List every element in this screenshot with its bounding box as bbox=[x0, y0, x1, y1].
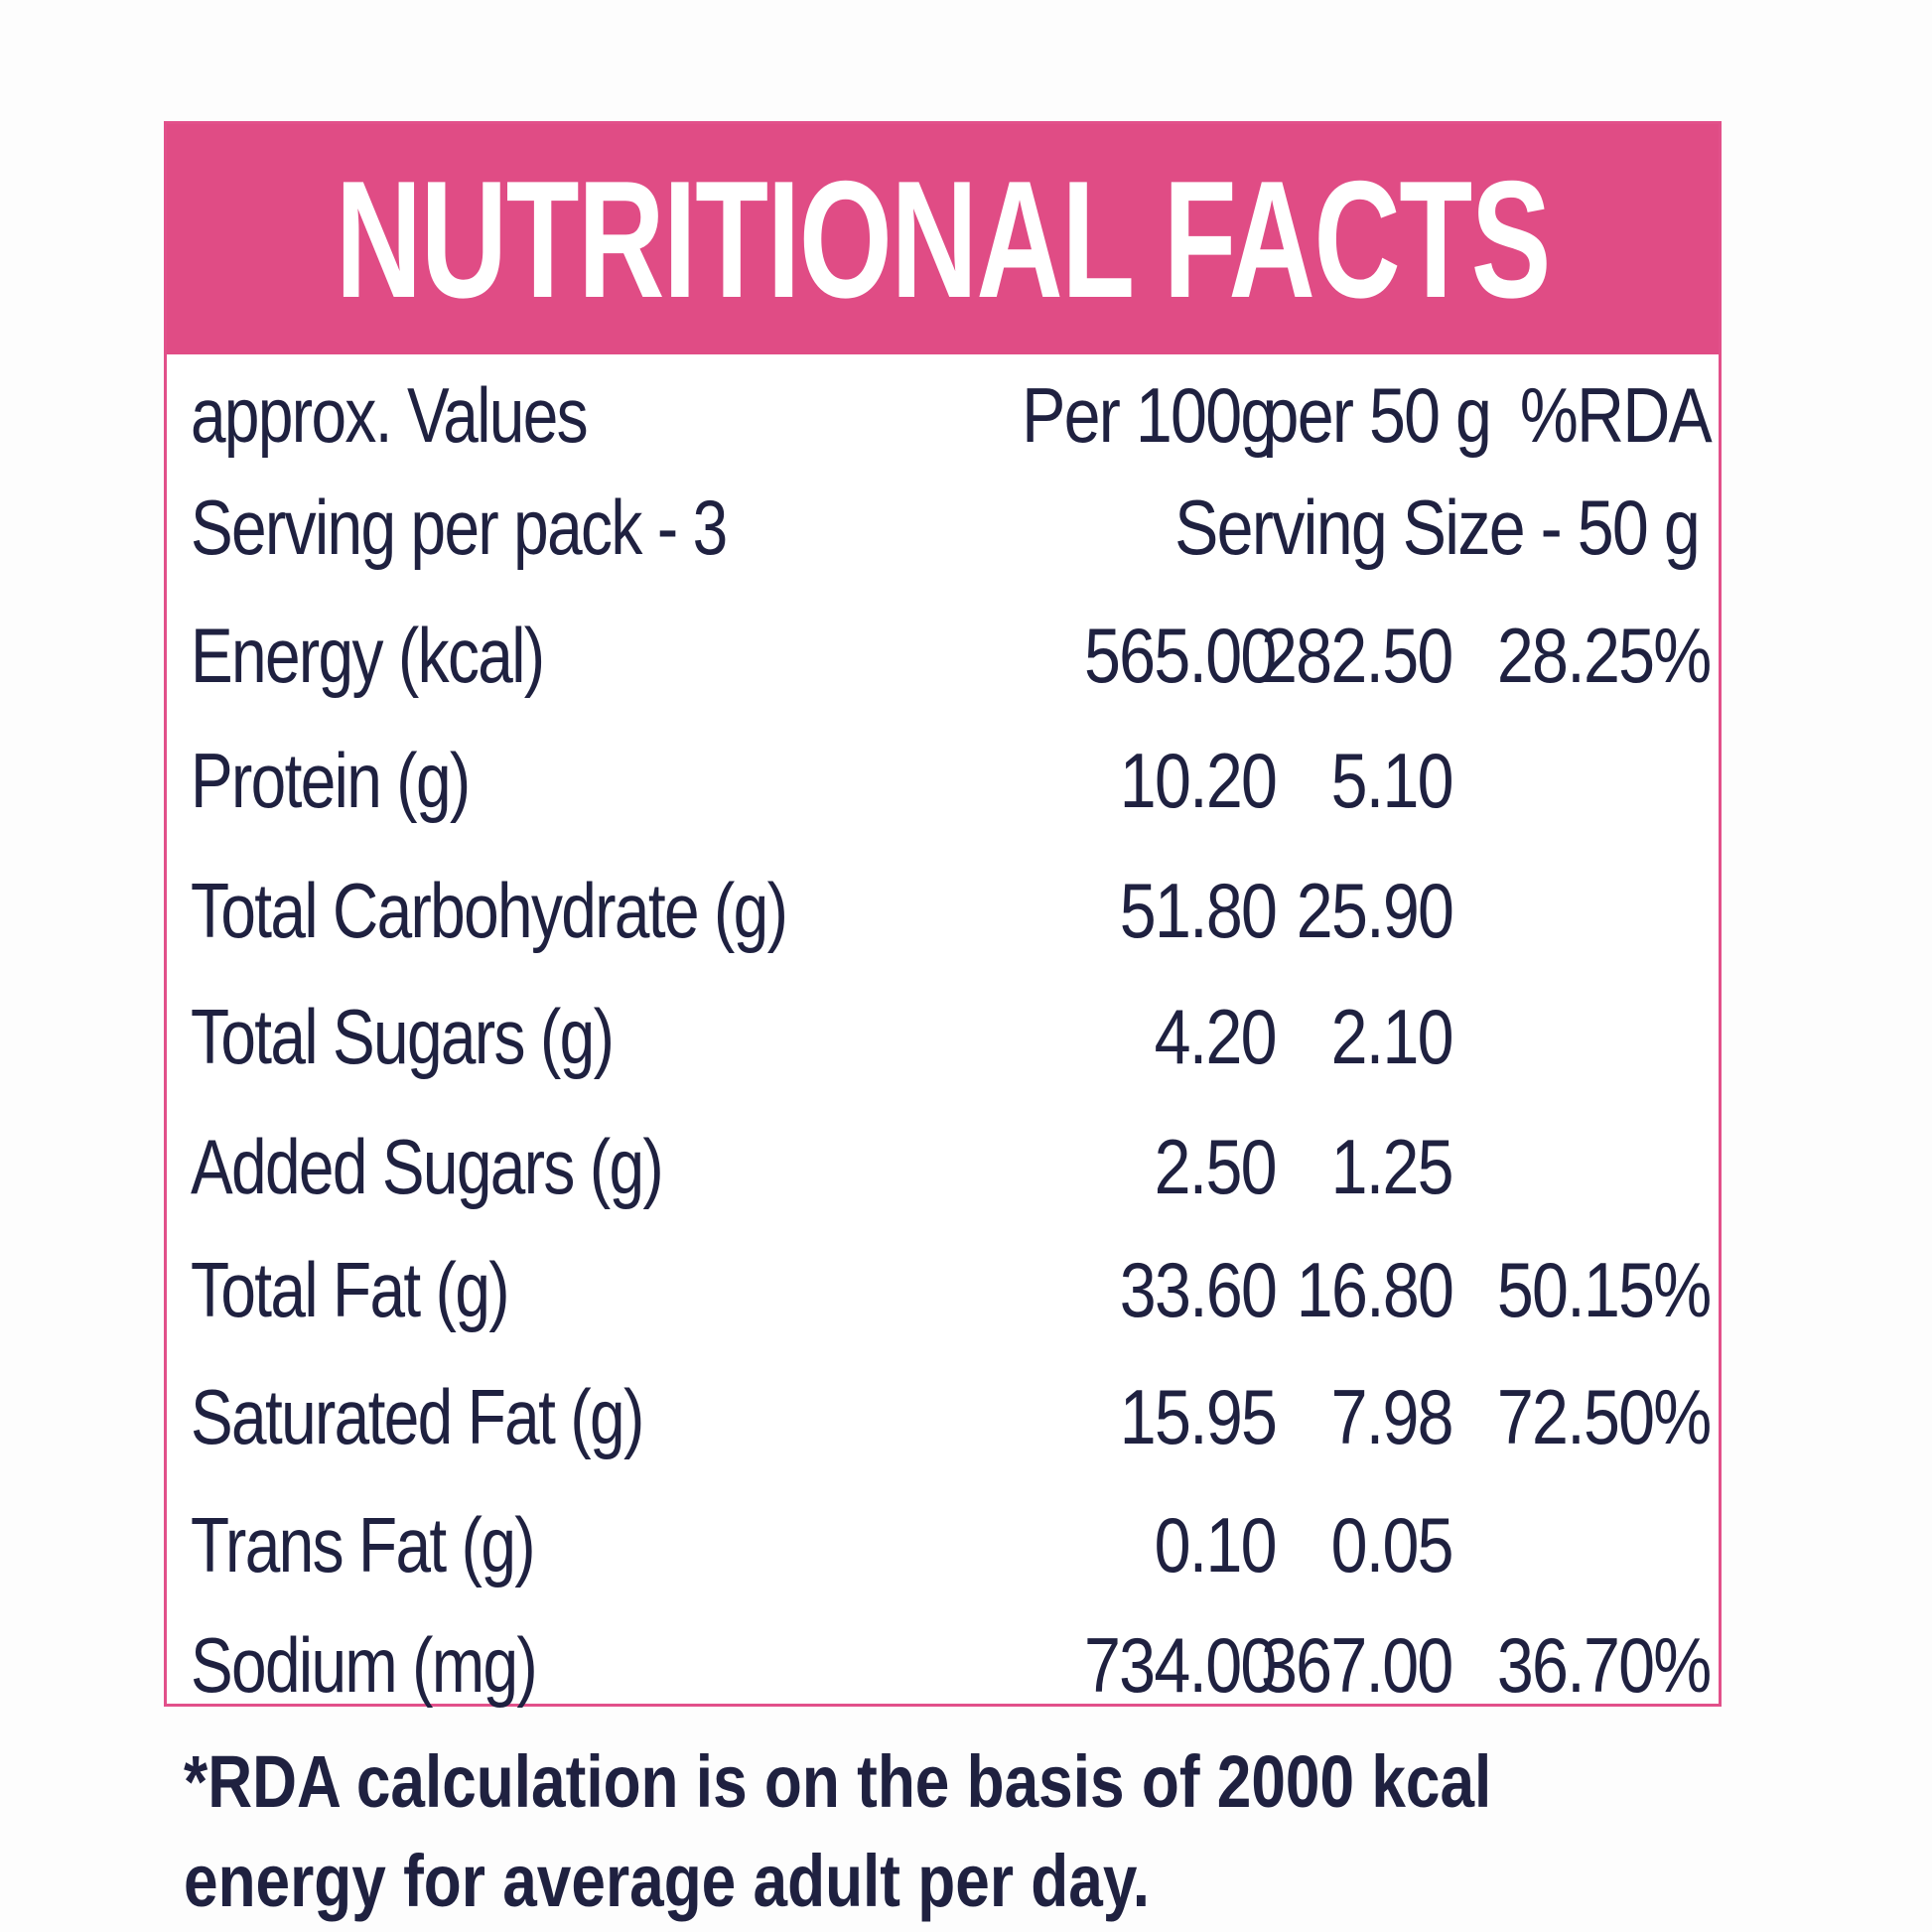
nutrient-per100: 51.80 bbox=[1119, 867, 1278, 954]
nutrient-name: Energy (kcal) bbox=[191, 612, 545, 699]
column-header-row: approx. Values Per 100g per 50 g %RDA bbox=[167, 355, 1719, 475]
nutrient-per50: 7.98 bbox=[1330, 1373, 1454, 1460]
nutrition-facts-panel: NUTRITIONAL FACTS approx. Values Per 100… bbox=[164, 121, 1722, 1709]
nutrient-row: Saturated Fat (g) 15.95 7.98 72.50% bbox=[167, 1357, 1719, 1476]
nutrient-row: Trans Fat (g) 0.10 0.05 bbox=[167, 1485, 1719, 1604]
nutrient-per50: 25.90 bbox=[1296, 867, 1454, 954]
column-header-per100: Per 100g bbox=[1022, 371, 1278, 459]
nutrient-row: Sodium (mg) 734.00 367.00 36.70% bbox=[167, 1605, 1719, 1725]
nutrient-name: Total Fat (g) bbox=[191, 1246, 510, 1333]
nutrient-name: Added Sugars (g) bbox=[191, 1123, 664, 1210]
rda-footnote: *RDA calculation is on the basis of 2000… bbox=[184, 1740, 1492, 1922]
servings-per-pack: Serving per pack - 3 bbox=[191, 483, 728, 571]
nutrient-per100: 2.50 bbox=[1154, 1123, 1278, 1210]
nutrient-per100: 33.60 bbox=[1119, 1246, 1278, 1333]
nutrient-per100: 4.20 bbox=[1154, 993, 1278, 1080]
nutrient-per50: 16.80 bbox=[1296, 1246, 1454, 1333]
nutrient-row: Total Sugars (g) 4.20 2.10 bbox=[167, 977, 1719, 1096]
nutrient-name: Trans Fat (g) bbox=[191, 1501, 536, 1588]
nutrient-per50: 0.05 bbox=[1330, 1501, 1454, 1588]
panel-title: NUTRITIONAL FACTS bbox=[335, 146, 1552, 333]
column-header-rda: %RDA bbox=[1519, 371, 1713, 459]
nutrient-name: Protein (g) bbox=[191, 737, 471, 824]
nutrient-name: Total Carbohydrate (g) bbox=[191, 867, 788, 954]
nutrient-per50: 5.10 bbox=[1330, 737, 1454, 824]
nutrient-row: Energy (kcal) 565.00 282.50 28.25% bbox=[167, 596, 1719, 715]
column-header-label: approx. Values bbox=[191, 371, 589, 459]
nutrient-row: Total Fat (g) 33.60 16.80 50.15% bbox=[167, 1230, 1719, 1349]
serving-row: Serving per pack - 3 Serving Size - 50 g bbox=[167, 468, 1719, 587]
nutrient-per50: 282.50 bbox=[1261, 612, 1453, 699]
nutrient-per50: 367.00 bbox=[1261, 1621, 1453, 1709]
nutrient-per100: 565.00 bbox=[1084, 612, 1277, 699]
serving-size: Serving Size - 50 g bbox=[1174, 483, 1701, 571]
nutrient-rda: 50.15% bbox=[1497, 1246, 1712, 1333]
nutrient-row: Added Sugars (g) 2.50 1.25 bbox=[167, 1107, 1719, 1226]
nutrient-rda: 28.25% bbox=[1497, 612, 1712, 699]
nutrient-per100: 10.20 bbox=[1119, 737, 1278, 824]
nutrient-row: Protein (g) 10.20 5.10 bbox=[167, 721, 1719, 840]
nutrient-per50: 2.10 bbox=[1330, 993, 1454, 1080]
nutrient-per100: 734.00 bbox=[1084, 1621, 1277, 1709]
panel-header: NUTRITIONAL FACTS bbox=[167, 124, 1719, 354]
nutrient-rda: 72.50% bbox=[1497, 1373, 1712, 1460]
nutrient-name: Total Sugars (g) bbox=[191, 993, 615, 1080]
nutrient-per100: 15.95 bbox=[1119, 1373, 1278, 1460]
nutrient-rda: 36.70% bbox=[1497, 1621, 1712, 1709]
nutrient-per100: 0.10 bbox=[1154, 1501, 1278, 1588]
nutrient-name: Saturated Fat (g) bbox=[191, 1373, 644, 1460]
nutrient-row: Total Carbohydrate (g) 51.80 25.90 bbox=[167, 851, 1719, 970]
nutrient-name: Sodium (mg) bbox=[191, 1621, 538, 1709]
nutrient-per50: 1.25 bbox=[1330, 1123, 1454, 1210]
column-header-per50: per 50 g bbox=[1262, 371, 1491, 459]
